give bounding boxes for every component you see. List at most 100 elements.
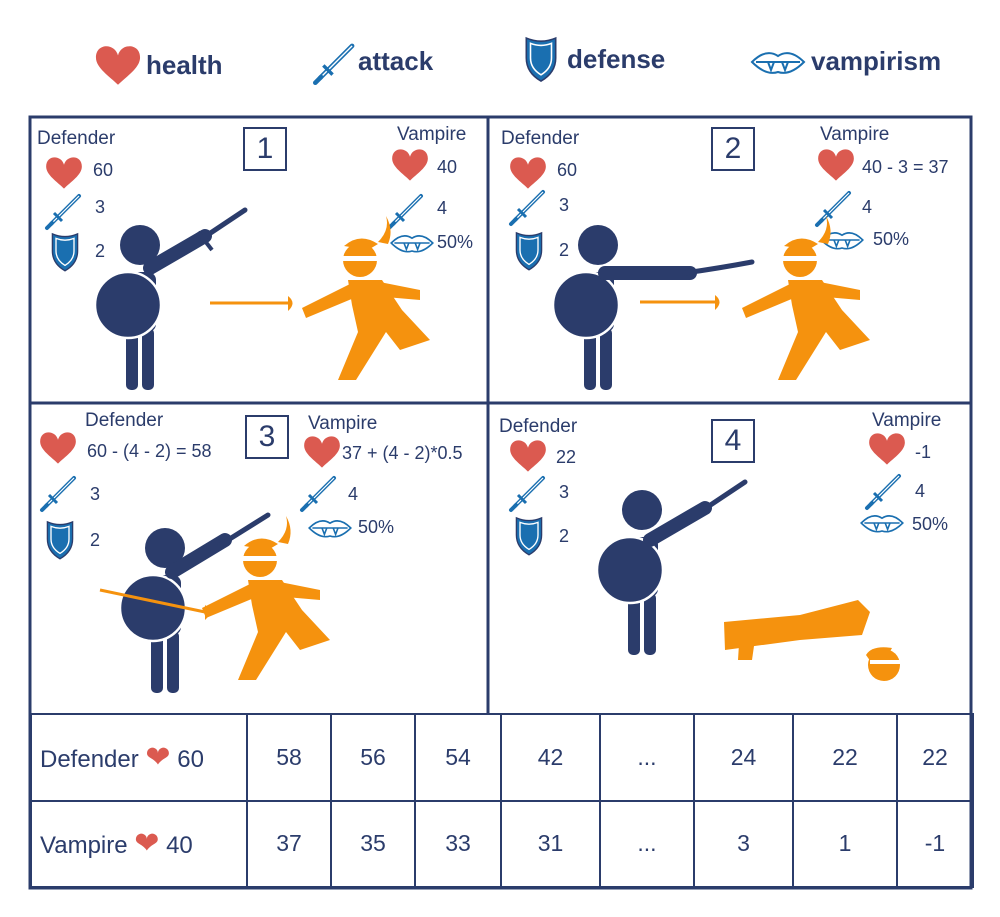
vampire-vampirism: 50%	[358, 517, 395, 537]
panel-number: 4	[711, 419, 755, 463]
fangs-icon	[751, 52, 805, 74]
table-cell: 24	[693, 713, 794, 802]
defender-name: Defender	[85, 410, 164, 431]
table-cell: 37	[246, 799, 332, 888]
vampire-health: -1	[915, 442, 932, 462]
defender-defense: 2	[95, 241, 106, 261]
table-cell: 54	[414, 713, 502, 802]
table-cell: ...	[599, 799, 695, 888]
heart-icon: ❤	[134, 827, 160, 861]
table-cell: 3	[693, 799, 794, 888]
legend-label-defense: defense	[567, 44, 666, 74]
defender-figure	[118, 526, 188, 695]
legend-label-attack: attack	[358, 46, 434, 76]
heart-icon	[869, 433, 905, 465]
vampire-attack: 4	[862, 197, 873, 217]
vampire-figure	[302, 216, 430, 380]
vampire-health: 37 + (4 - 2)*0.5	[342, 443, 463, 463]
defender-defense: 2	[559, 240, 570, 260]
table-cell: 33	[414, 799, 502, 888]
heart-icon	[510, 157, 546, 189]
table-cell: 58	[246, 713, 332, 802]
row-header: Defender ❤ 60	[30, 713, 248, 802]
heart-icon: ❤	[145, 740, 171, 774]
vampire-attack: 4	[437, 198, 448, 218]
vampire-vampirism: 50%	[437, 232, 474, 252]
row-label: Vampire	[40, 832, 128, 860]
shield-icon	[515, 232, 543, 271]
sword-icon	[509, 476, 545, 512]
sword-icon	[40, 476, 76, 512]
vampire-vampirism: 50%	[873, 229, 910, 249]
rapier	[99, 588, 206, 614]
table-cell: 31	[500, 799, 601, 888]
defender-figure	[595, 488, 665, 657]
fangs-icon	[390, 235, 434, 253]
table-row: Defender ❤ 60 58 56 54 42 ... 24 22 22	[30, 713, 974, 802]
defender-attack: 3	[559, 195, 570, 215]
defender-name: Defender	[37, 128, 116, 149]
defender-health: 22	[556, 447, 577, 467]
vampire-health: 40 - 3 = 37	[862, 157, 949, 177]
row-header: Vampire ❤ 40	[30, 799, 248, 888]
defender-defense: 2	[559, 526, 570, 546]
defender-attack: 3	[559, 482, 570, 502]
legend-label-health: health	[146, 50, 223, 80]
table-cell: 42	[500, 713, 601, 802]
shield-icon	[51, 233, 79, 272]
sword-icon	[509, 190, 545, 226]
defender-attack: 3	[90, 484, 101, 504]
defender-health: 60 - (4 - 2) = 58	[87, 441, 212, 461]
table-cell: 56	[330, 713, 416, 802]
vampire-health: 40	[437, 157, 458, 177]
vampire-name: Vampire	[308, 413, 378, 434]
table-cell: 35	[330, 799, 416, 888]
heart-icon	[818, 149, 854, 181]
table-cell: 22	[792, 713, 898, 802]
heart-icon	[510, 440, 546, 472]
sword-icon	[45, 194, 81, 230]
table-cell: 1	[792, 799, 898, 888]
panel-number: 3	[245, 415, 289, 459]
defender-health: 60	[557, 160, 578, 180]
vampire-name: Vampire	[397, 124, 467, 145]
vampire-attack: 4	[348, 484, 359, 504]
heart-icon	[304, 436, 340, 468]
shield-icon	[46, 521, 74, 560]
vampire-attack: 4	[915, 481, 926, 501]
sword-icon	[315, 46, 352, 83]
fangs-icon	[308, 520, 352, 538]
table-cell: ...	[599, 713, 695, 802]
shield-icon	[525, 37, 557, 82]
sword-icon	[865, 474, 901, 510]
table-row: Vampire ❤ 40 37 35 33 31 ... 3 1 -1	[30, 799, 974, 888]
sword-icon	[387, 194, 423, 230]
row-label: Defender	[40, 745, 139, 773]
vampire-name: Vampire	[820, 124, 890, 145]
table-cell: -1	[896, 799, 974, 888]
defender-health: 60	[93, 160, 114, 180]
sword-icon	[815, 191, 851, 227]
sword-icon	[300, 476, 336, 512]
row-start-value: 60	[177, 745, 204, 773]
main-frame	[28, 115, 973, 890]
panel-number: 2	[711, 127, 755, 171]
defender-name: Defender	[501, 128, 580, 149]
heart-icon	[46, 157, 82, 189]
defender-name: Defender	[499, 416, 578, 437]
heart-icon	[95, 46, 141, 85]
shield-icon	[515, 517, 543, 556]
defender-attack: 3	[95, 197, 106, 217]
panel-number: 1	[243, 127, 287, 171]
vampire-vampirism: 50%	[912, 514, 949, 534]
defender-defense: 2	[90, 530, 101, 550]
heart-icon	[392, 149, 428, 181]
heart-icon	[40, 432, 76, 464]
vampire-name: Vampire	[872, 410, 942, 431]
health-table: Defender ❤ 60 58 56 54 42 ... 24 22 22 V…	[30, 713, 974, 888]
table-cell: 22	[896, 713, 974, 802]
fangs-icon	[860, 515, 904, 533]
legend-label-vampirism: vampirism	[811, 46, 942, 76]
row-start-value: 40	[166, 832, 193, 860]
